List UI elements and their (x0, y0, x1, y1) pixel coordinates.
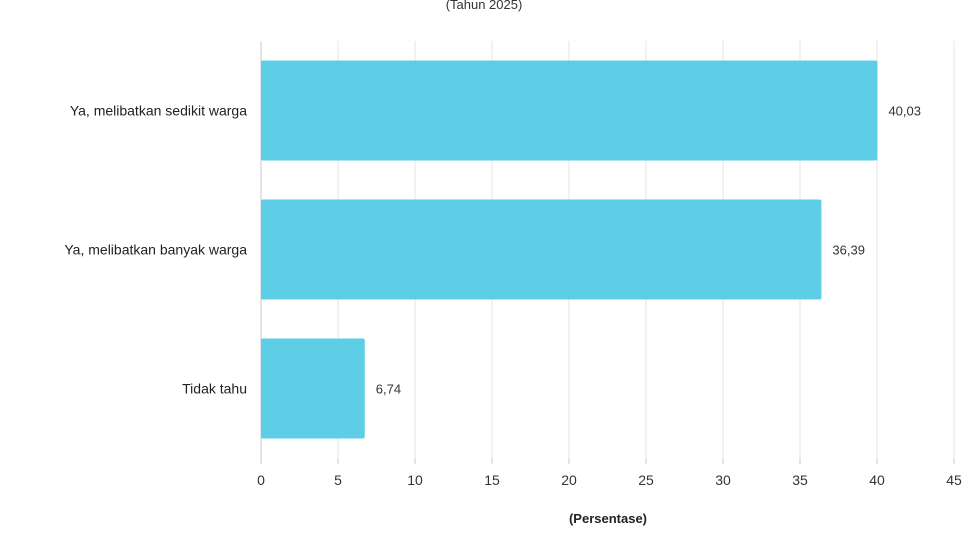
x-tick-label: 35 (792, 472, 808, 488)
x-tick-label: 25 (638, 472, 654, 488)
x-axis-title: (Persentase) (569, 511, 647, 526)
category-label: Ya, melibatkan banyak warga (64, 242, 247, 258)
x-tick-label: 5 (334, 472, 342, 488)
category-label: Tidak tahu (182, 381, 247, 397)
bars (261, 60, 878, 439)
bar-value-label: 6,74 (376, 382, 401, 397)
value-labels: 40,03 36,39 6,74 (376, 104, 921, 397)
category-label: Ya, melibatkan sedikit warga (70, 103, 247, 119)
bar (261, 60, 878, 161)
x-tick-label: 10 (407, 472, 423, 488)
bar-value-label: 36,39 (832, 243, 865, 258)
x-tick-label: 40 (869, 472, 885, 488)
x-tick-label: 15 (484, 472, 500, 488)
x-tick-labels: 0 5 10 15 20 25 30 35 40 45 (257, 472, 962, 488)
category-labels: Ya, melibatkan sedikit warga Ya, melibatk… (64, 103, 247, 397)
bar (261, 199, 822, 300)
bar (261, 338, 365, 439)
x-tick-label: 30 (715, 472, 731, 488)
x-tick-label: 45 (946, 472, 962, 488)
bar-value-label: 40,03 (888, 104, 921, 119)
chart-subtitle: (Tahun 2025) (446, 0, 523, 12)
x-tick-label: 20 (561, 472, 577, 488)
x-tick-label: 0 (257, 472, 265, 488)
